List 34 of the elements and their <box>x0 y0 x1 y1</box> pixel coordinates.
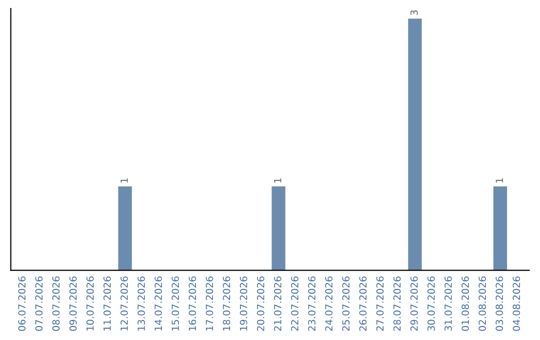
x-tick-label: 10.07.2026 <box>86 276 94 330</box>
x-tick-label: 27.07.2026 <box>376 276 384 331</box>
x-tick-label: 21.07.2026 <box>274 276 282 331</box>
data-label: 1 <box>496 178 503 183</box>
x-tick-label: 13.07.2026 <box>138 276 145 330</box>
x-tick-label: 26.07.2026 <box>359 276 367 331</box>
data-label: 1 <box>274 178 282 183</box>
x-tick-label: 11.07.2026 <box>103 276 111 330</box>
x-tick-label: 01.08.2026 <box>462 276 469 331</box>
x-tick-label: 15.07.2026 <box>172 276 180 330</box>
x-tick-label: 17.07.2026 <box>206 276 214 330</box>
x-tick-label: 24.07.2026 <box>325 276 333 331</box>
x-tick-label: 31.07.2026 <box>444 276 452 331</box>
x-tick-label: 29.07.2026 <box>410 276 418 331</box>
x-tick-label: 22.07.2026 <box>291 276 298 331</box>
x-tick-label: 06.07.2026 <box>18 276 26 331</box>
x-tick-label: 18.07.2026 <box>222 276 230 330</box>
x-tick-label: 02.08.2026 <box>478 276 486 331</box>
data-label: 1 <box>120 178 128 183</box>
x-tick-label: 16.07.2026 <box>188 276 196 330</box>
data-label: 3 <box>410 10 418 16</box>
x-tick-label: 09.07.2026 <box>69 276 77 331</box>
x-tick-label: 14.07.2026 <box>154 276 162 330</box>
x-tick-label: 20.07.2026 <box>256 276 264 331</box>
x-tick-label: 23.07.2026 <box>308 276 316 331</box>
x-tick-label: 28.07.2026 <box>393 276 401 331</box>
x-tick-label: 07.07.2026 <box>35 276 43 331</box>
x-tick-label: 04.08.2026 <box>512 276 520 331</box>
x-tick-label: 03.08.2026 <box>496 276 504 331</box>
x-tick-label: 12.07.2026 <box>120 276 128 330</box>
x-tick-label: 19.07.2026 <box>240 276 248 330</box>
x-tick-label: 25.07.2026 <box>342 276 350 331</box>
x-tick-label: 08.07.2026 <box>52 276 60 331</box>
x-tick-label: 30.07.2026 <box>427 276 435 331</box>
